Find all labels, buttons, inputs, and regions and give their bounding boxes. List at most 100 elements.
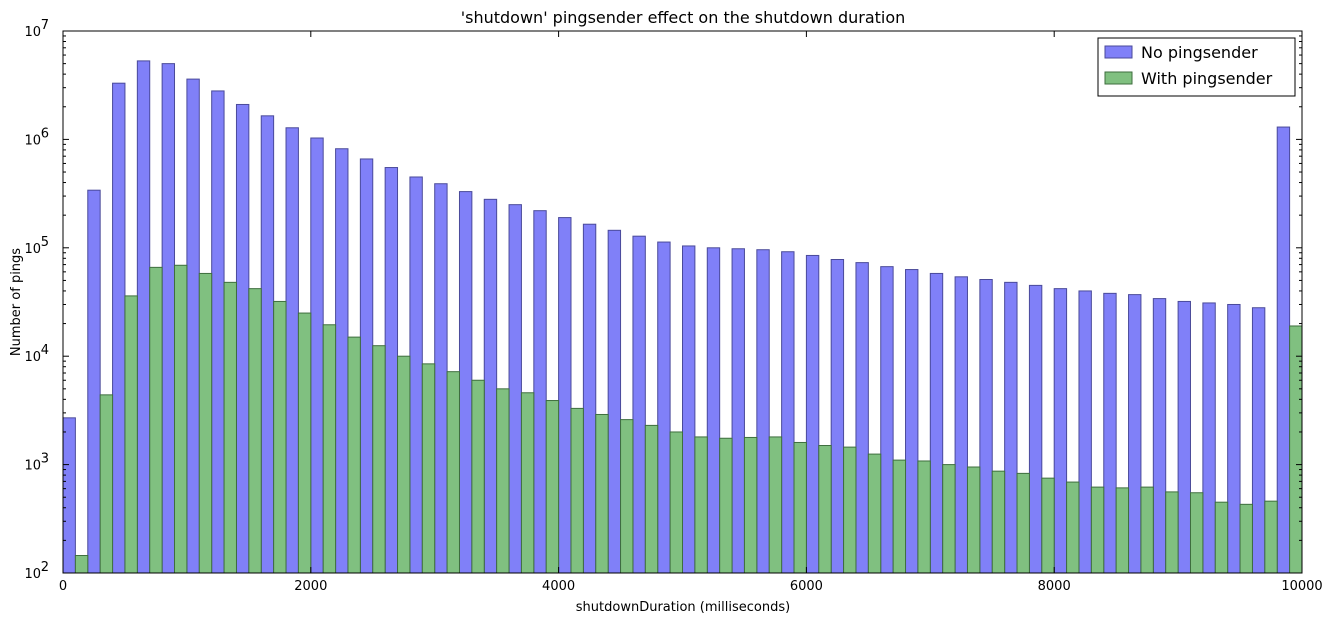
bar-no-pingsender-38 (1004, 281, 1018, 574)
y-tick-label: 10 (24, 350, 41, 365)
legend-swatch-with-pingsender (1104, 71, 1133, 85)
y-tick-exponent: 3 (41, 452, 49, 467)
bar-no-pingsender-46 (1202, 302, 1216, 574)
bar-with-pingsender-30 (818, 445, 832, 574)
y-tick-exponent: 5 (41, 235, 49, 250)
bar-no-pingsender-17 (483, 198, 498, 574)
bar-no-pingsender-23 (632, 235, 646, 574)
bar-no-pingsender-22 (607, 229, 622, 574)
bar-with-pingsender-44 (1165, 491, 1179, 574)
bar-no-pingsender-47 (1227, 303, 1241, 574)
chart-title: 'shutdown' pingsender effect on the shut… (461, 8, 906, 27)
bar-with-pingsender-18 (520, 392, 535, 574)
bar-no-pingsender-24 (657, 241, 671, 574)
bar-no-pingsender-3 (136, 60, 151, 574)
bar-with-pingsender-32 (867, 453, 882, 574)
legend-label-with-pingsender: With pingsender (1141, 69, 1273, 88)
bar-with-pingsender-26 (719, 437, 733, 574)
y-tick-exponent: 6 (41, 126, 49, 141)
bar-no-pingsender-6 (211, 90, 225, 574)
bar-with-pingsender-29 (793, 441, 807, 574)
bar-with-pingsender-36 (966, 466, 981, 574)
bar-with-pingsender-3 (149, 266, 163, 574)
y-tick-exponent: 2 (41, 560, 49, 575)
bar-with-pingsender-0 (74, 555, 89, 574)
bar-no-pingsender-1 (87, 189, 101, 574)
bar-no-pingsender-27 (731, 248, 745, 574)
bar-no-pingsender-19 (533, 210, 547, 574)
bar-with-pingsender-47 (1239, 503, 1253, 574)
bar-with-pingsender-31 (843, 446, 857, 574)
bar-no-pingsender-0 (62, 417, 76, 574)
bar-with-pingsender-9 (297, 312, 312, 574)
bar-with-pingsender-11 (347, 336, 361, 574)
bar-with-pingsender-7 (248, 288, 262, 574)
bar-no-pingsender-37 (979, 279, 993, 574)
y-tick-exponent: 7 (41, 18, 49, 33)
bar-no-pingsender-34 (905, 269, 919, 574)
plot-area-frame (62, 30, 1303, 574)
bar-no-pingsender-44 (1152, 298, 1167, 574)
bar-no-pingsender-12 (359, 158, 374, 574)
y-tick-label: 10 (24, 133, 41, 148)
bar-with-pingsender-38 (1016, 472, 1030, 574)
bar-no-pingsender-2 (112, 82, 126, 574)
y-tick-label: 10 (24, 567, 41, 582)
bar-no-pingsender-18 (508, 204, 522, 574)
y-tick-label: 10 (24, 25, 41, 40)
bar-with-pingsender-39 (1041, 477, 1055, 574)
bar-with-pingsender-42 (1115, 487, 1130, 574)
legend: No pingsender With pingsender (1097, 37, 1296, 97)
bar-no-pingsender-32 (855, 262, 869, 574)
bar-no-pingsender-13 (384, 167, 399, 574)
y-tick-label: 10 (24, 459, 41, 474)
bar-no-pingsender-42 (1103, 292, 1117, 574)
bar-no-pingsender-43 (1128, 294, 1142, 574)
bar-no-pingsender-29 (781, 251, 795, 574)
x-axis: 0 2000 4000 6000 8000 10000 (59, 31, 1323, 594)
x-tick-label: 4000 (542, 579, 575, 594)
x-axis-label: shutdownDuration (milliseconds) (576, 600, 790, 615)
bar-no-pingsender-20 (558, 217, 572, 574)
bar-with-pingsender-46 (1214, 501, 1229, 574)
bar-with-pingsender-4 (174, 264, 188, 574)
bar-no-pingsender-45 (1177, 300, 1191, 574)
bar-no-pingsender-21 (582, 223, 597, 574)
bar-no-pingsender-14 (409, 176, 423, 574)
bar-with-pingsender-23 (644, 424, 659, 574)
bar-with-pingsender-40 (1066, 481, 1080, 574)
bar-with-pingsender-33 (892, 459, 907, 574)
bar-with-pingsender-2 (124, 295, 138, 574)
bar-no-pingsender-28 (756, 249, 770, 574)
bar-no-pingsender-49 (1276, 126, 1291, 574)
x-tick-label: 0 (59, 579, 67, 594)
bar-with-pingsender-24 (669, 431, 683, 574)
bar-with-pingsender-6 (223, 281, 237, 574)
bar-with-pingsender-22 (620, 419, 634, 574)
legend-label-no-pingsender: No pingsender (1141, 43, 1258, 62)
bar-with-pingsender-43 (1140, 486, 1154, 574)
x-tick-label: 2000 (294, 579, 327, 594)
bar-no-pingsender-9 (285, 127, 299, 574)
bar-with-pingsender-16 (471, 379, 485, 574)
bar-with-pingsender-12 (372, 345, 386, 574)
bar-with-pingsender-15 (446, 371, 460, 574)
legend-frame (1097, 37, 1296, 97)
bar-with-pingsender-27 (743, 436, 758, 574)
bar-no-pingsender-48 (1251, 307, 1266, 574)
bar-with-pingsender-45 (1189, 492, 1204, 574)
bar-no-pingsender-40 (1053, 288, 1068, 574)
bar-with-pingsender-10 (322, 324, 337, 574)
bar-with-pingsender-8 (273, 300, 287, 574)
y-tick-label: 10 (24, 242, 41, 257)
bar-with-pingsender-28 (768, 436, 783, 574)
bars-layer (62, 60, 1303, 574)
x-tick-label: 10000 (1281, 579, 1322, 594)
y-axis-label: Number of pings (9, 248, 24, 356)
bar-with-pingsender-41 (1090, 486, 1105, 574)
bar-with-pingsender-17 (496, 388, 510, 574)
bar-no-pingsender-11 (335, 148, 349, 574)
bar-with-pingsender-1 (99, 394, 114, 574)
bar-no-pingsender-8 (260, 115, 275, 574)
